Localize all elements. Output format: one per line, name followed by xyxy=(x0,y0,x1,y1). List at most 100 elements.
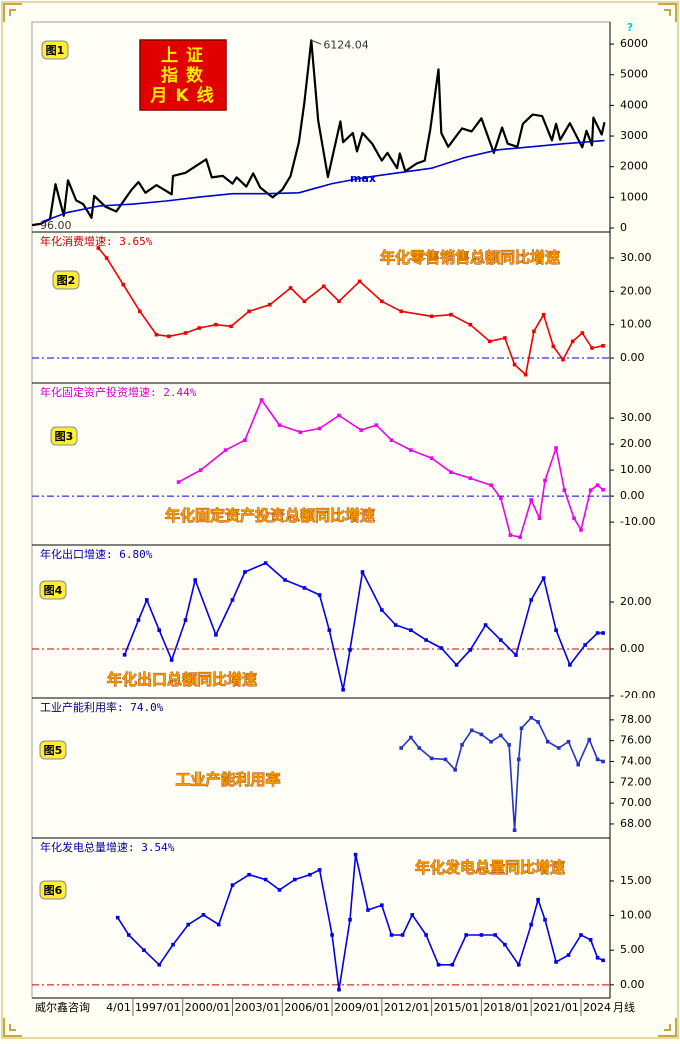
y-axis: 68.00 70.00 72.00 74.00 76.00 78.00 xyxy=(610,713,652,830)
series-marker xyxy=(529,498,533,502)
series-marker xyxy=(360,570,365,574)
y-tick-label: 3000 xyxy=(620,129,648,142)
title: 上证 xyxy=(161,46,211,66)
series-marker xyxy=(579,528,583,532)
series-label: 年化发电总量增速: 3.54% xyxy=(40,840,175,854)
series-marker xyxy=(570,339,575,344)
series-marker xyxy=(523,372,528,377)
period-box xyxy=(611,999,651,1017)
series-marker xyxy=(259,398,264,402)
y-tick-label: 15.00 xyxy=(620,874,652,887)
series-marker xyxy=(541,576,546,580)
series-marker xyxy=(503,942,507,947)
series-marker xyxy=(579,933,583,937)
badge: 图5 xyxy=(44,744,63,757)
series-marker xyxy=(393,623,398,627)
series-marker xyxy=(568,663,572,667)
series-marker xyxy=(601,487,605,492)
series-marker xyxy=(541,312,546,317)
badge-box xyxy=(50,426,78,446)
series-marker xyxy=(514,653,518,657)
series-marker xyxy=(424,638,428,642)
series-marker xyxy=(167,334,171,339)
series-marker xyxy=(183,331,188,335)
series-marker xyxy=(529,715,533,720)
y-tick-label: 10.00 xyxy=(620,463,652,476)
series-marker xyxy=(503,336,507,340)
series-marker xyxy=(460,743,464,747)
watermark-box xyxy=(30,999,106,1017)
annotation: 年化零售销售总额同比增速 xyxy=(380,249,560,267)
series-marker xyxy=(243,438,247,443)
y-tick-label: 4000 xyxy=(620,98,648,111)
series-marker xyxy=(243,570,247,574)
y-tick-label: 0 xyxy=(620,221,627,234)
series-marker xyxy=(595,483,600,487)
series-marker xyxy=(536,897,540,902)
series-marker xyxy=(298,430,303,434)
y-axis: 0 1000 2000 3000 4000 5000 6000 xyxy=(610,37,648,234)
y-axis: -20.00 0.00 20.00 xyxy=(610,595,655,698)
badge-box xyxy=(39,740,67,760)
series-marker xyxy=(247,872,251,877)
series-label: 工业产能利用率: 74.0% xyxy=(40,700,164,714)
series-marker xyxy=(399,746,404,750)
series-marker xyxy=(409,448,413,452)
series-marker xyxy=(229,324,233,329)
y-tick-label: 6000 xyxy=(620,37,648,50)
y-tick-label: 30.00 xyxy=(620,411,652,424)
series-marker xyxy=(561,357,565,362)
series-marker xyxy=(464,933,468,937)
series-marker xyxy=(562,488,567,492)
series-marker xyxy=(142,948,146,953)
peak-label: 6124.04 xyxy=(323,38,369,51)
series-marker xyxy=(554,960,558,964)
series-marker xyxy=(193,578,197,582)
series-marker xyxy=(201,913,206,917)
corner-ornaments xyxy=(3,3,677,1037)
x-tick-label: 2012/01 xyxy=(384,1001,430,1014)
low-label: 96.00 xyxy=(40,219,72,232)
series-label: 年化固定资产投资增速: 2.44% xyxy=(40,385,197,399)
series-marker xyxy=(590,346,594,350)
y-tick-label: 72.00 xyxy=(620,775,652,788)
badge: 图6 xyxy=(44,884,63,897)
series-marker xyxy=(169,658,174,662)
y-tick-label: 5.00 xyxy=(620,943,645,956)
series-marker xyxy=(469,728,474,733)
y-tick-label: 0.00 xyxy=(620,978,645,991)
y-tick-label: 2000 xyxy=(620,160,648,173)
series-marker xyxy=(468,322,473,327)
series-marker xyxy=(389,933,394,937)
series-marker xyxy=(536,720,540,724)
series-marker xyxy=(138,309,142,314)
series-marker xyxy=(186,922,191,927)
series-marker xyxy=(389,438,394,443)
series-marker xyxy=(601,759,605,764)
badge-box xyxy=(39,580,67,600)
series-marker xyxy=(529,598,533,602)
series-marker xyxy=(417,746,421,750)
series-marker xyxy=(96,246,101,250)
series-marker xyxy=(516,962,521,967)
series-marker xyxy=(519,726,524,730)
y-tick-label: 0.00 xyxy=(620,351,645,364)
plot-frame xyxy=(31,21,611,999)
y-tick-label: 20.00 xyxy=(620,595,652,608)
series-marker xyxy=(572,516,576,521)
series-marker xyxy=(230,598,235,602)
panel xyxy=(32,561,610,692)
series-marker xyxy=(479,732,484,737)
help: ? xyxy=(627,21,633,34)
series-line xyxy=(400,717,604,831)
series-marker xyxy=(247,309,251,314)
series-marker xyxy=(454,663,459,667)
series-marker xyxy=(317,868,322,872)
annotation: 工业产能利用率 xyxy=(175,771,280,789)
series-marker xyxy=(583,643,587,647)
y-tick-label: 0.00 xyxy=(620,642,645,655)
y-tick-label: 20.00 xyxy=(620,437,652,450)
badge: 图2 xyxy=(57,274,76,287)
series-marker xyxy=(429,456,434,460)
